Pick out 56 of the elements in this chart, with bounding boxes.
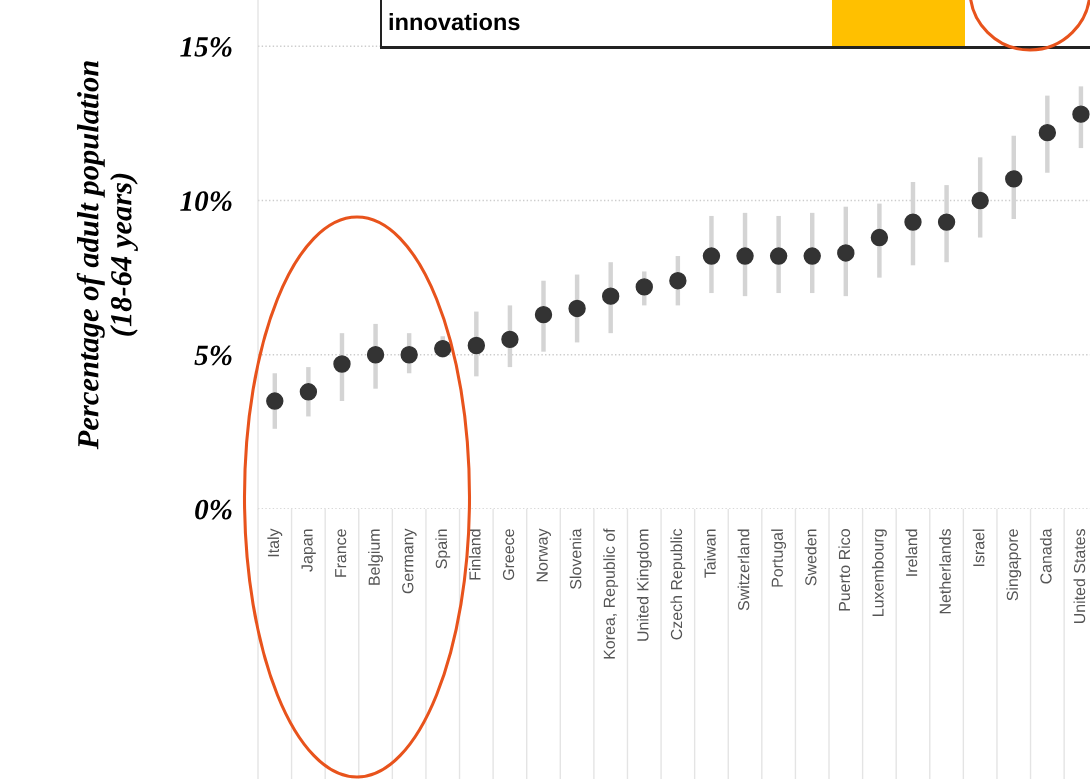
x-tick-label: United Kingdom [636, 529, 652, 641]
point [971, 191, 989, 210]
point [1038, 123, 1057, 142]
x-tick-label: Slovenia [569, 528, 582, 589]
point [534, 305, 553, 324]
point [904, 213, 922, 231]
x-tick-label: Norway [536, 528, 551, 582]
x-tick-label: Greece [502, 529, 515, 581]
x-tick-label: Korea, Republic of [603, 528, 619, 659]
point [803, 247, 821, 265]
x-tick-label: Italy [267, 528, 283, 557]
x-tick-label: Belgium [368, 529, 384, 585]
x-tick-label: Netherlands [939, 529, 951, 614]
point [467, 336, 486, 355]
point [333, 355, 351, 373]
x-tick-label: Germany [402, 528, 417, 594]
x-tick-label: France [335, 529, 347, 577]
point [366, 346, 385, 364]
point [400, 346, 418, 364]
point [266, 392, 284, 410]
point [501, 330, 519, 349]
point [568, 299, 586, 318]
point [702, 247, 721, 265]
point [736, 247, 754, 265]
point [669, 272, 687, 290]
point [769, 247, 788, 265]
point [299, 383, 318, 401]
x-tick-label: Luxembourg [871, 529, 887, 616]
x-tick-label: Sweden [804, 529, 817, 586]
point [1072, 105, 1090, 123]
y-tick-label: 15% [180, 37, 232, 57]
x-tick-label: Portugal [771, 529, 787, 587]
point [602, 287, 620, 305]
x-tick-label: Puerto Rico [838, 529, 851, 611]
point [434, 339, 452, 358]
x-tick-label: Canada [1039, 528, 1052, 584]
y-tick-label: 5% [194, 345, 232, 366]
y-tick-label: 10% [180, 191, 232, 212]
y-axis-title: Percentage of adult population (18-64 years) [76, 61, 138, 450]
point [837, 244, 855, 262]
annotation: innovations [389, 13, 520, 31]
x-tick-label: Ireland [905, 529, 918, 576]
x-tick-label: Taiwan [704, 529, 716, 578]
x-tick-label: Switzerland [737, 529, 750, 611]
x-tick-label: Israel [972, 529, 985, 567]
x-tick-label: Finland [468, 529, 481, 580]
point [870, 228, 889, 247]
x-tick-label: Singapore [1006, 529, 1022, 601]
point [1005, 170, 1023, 188]
x-tick-label: United States [1073, 529, 1086, 624]
x-tick-label: Spain [435, 529, 451, 569]
x-tick-label: Japan [301, 529, 316, 572]
y-tick-label: 0% [195, 499, 232, 520]
point [635, 278, 653, 296]
point [937, 213, 956, 231]
x-tick-label: Czech Republic [670, 528, 686, 640]
